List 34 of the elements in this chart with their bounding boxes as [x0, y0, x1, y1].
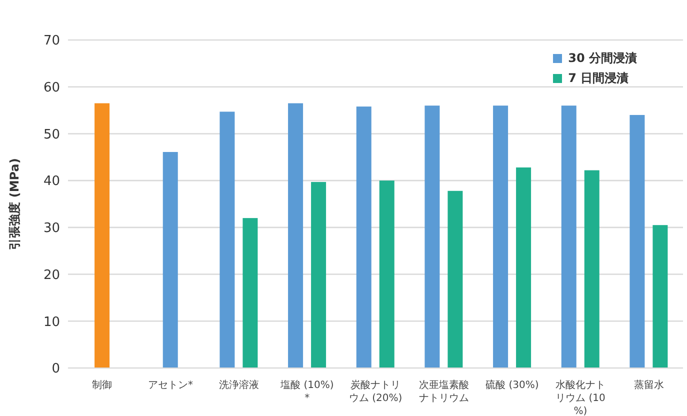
- legend-label: 7 日間浸漬: [568, 70, 629, 87]
- bar: [448, 190, 463, 368]
- y-tick-label: 70: [43, 34, 60, 49]
- x-tick-label: 洗浄溶液: [218, 379, 259, 391]
- y-tick-label: 30: [43, 221, 60, 236]
- y-tick-label: 10: [43, 314, 60, 330]
- bar: [220, 112, 235, 368]
- bar: [561, 106, 576, 368]
- x-tick-label: 蒸留水: [634, 379, 664, 391]
- bar: [242, 218, 258, 368]
- bar: [630, 114, 645, 368]
- bar: [424, 106, 440, 368]
- x-tick-label: 水酸化ナトリウム (10%): [556, 379, 606, 416]
- bar: [584, 170, 600, 368]
- y-tick-label: 60: [43, 80, 60, 96]
- bar: [493, 106, 508, 368]
- bar: [379, 180, 394, 368]
- bar: [356, 106, 372, 368]
- y-tick-label: 40: [43, 174, 60, 190]
- y-tick-label: 0: [52, 362, 60, 377]
- bar: [516, 167, 532, 368]
- y-axis-title: 引張強度 (MPa): [7, 158, 22, 250]
- x-tick-label: アセトン*: [148, 380, 193, 391]
- y-tick-label: 20: [43, 268, 60, 283]
- bar: [311, 182, 326, 368]
- x-tick-label: 次亜塩素酸ナトリウム: [418, 379, 469, 404]
- x-tick-label: 制御: [92, 379, 112, 391]
- x-tick-label: 硫酸 (30%): [486, 379, 539, 391]
- x-tick-label: 塩酸 (10%)*: [280, 379, 334, 404]
- y-tick-label: 50: [43, 127, 60, 142]
- bar: [652, 225, 668, 368]
- x-tick-label: 炭酸ナトリウム (20%): [348, 379, 402, 404]
- bar: [288, 103, 304, 368]
- legend-label: 30 分間浸漬: [568, 50, 637, 67]
